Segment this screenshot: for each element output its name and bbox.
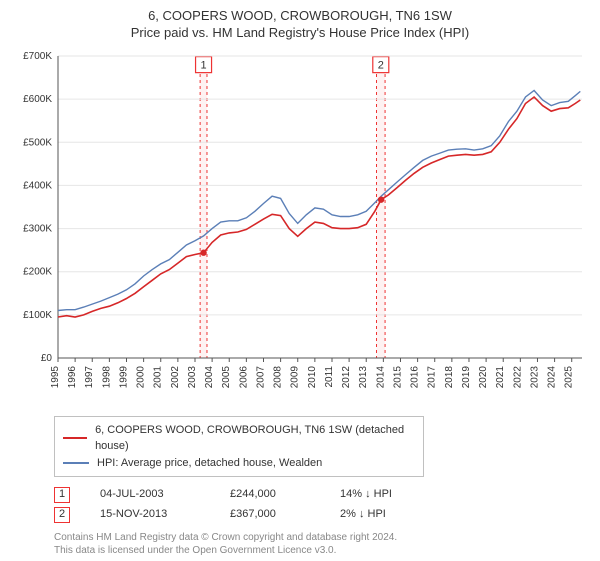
svg-text:£100K: £100K xyxy=(23,310,52,321)
svg-text:2025: 2025 xyxy=(564,365,575,388)
svg-text:1997: 1997 xyxy=(84,365,95,388)
transaction-delta: 2% ↓ HPI xyxy=(340,505,386,525)
title-line1: 6, COOPERS WOOD, CROWBOROUGH, TN6 1SW xyxy=(12,8,588,25)
svg-text:1999: 1999 xyxy=(118,365,129,388)
svg-text:2006: 2006 xyxy=(238,365,249,388)
transaction-row: 2 15-NOV-2013 £367,000 2% ↓ HPI xyxy=(54,505,588,525)
svg-text:1: 1 xyxy=(200,59,206,71)
svg-text:2024: 2024 xyxy=(547,365,558,388)
svg-text:2019: 2019 xyxy=(461,365,472,388)
attribution-line1: Contains HM Land Registry data © Crown c… xyxy=(54,531,588,544)
svg-text:2011: 2011 xyxy=(324,365,335,387)
svg-text:2007: 2007 xyxy=(255,365,266,388)
transaction-price: £244,000 xyxy=(230,485,310,505)
svg-text:2005: 2005 xyxy=(221,365,232,388)
legend-label: HPI: Average price, detached house, Weal… xyxy=(97,455,322,472)
chart-title: 6, COOPERS WOOD, CROWBOROUGH, TN6 1SW Pr… xyxy=(12,8,588,42)
legend-label: 6, COOPERS WOOD, CROWBOROUGH, TN6 1SW (d… xyxy=(95,422,415,455)
svg-text:1996: 1996 xyxy=(67,365,78,388)
transaction-marker: 1 xyxy=(54,487,70,503)
legend: 6, COOPERS WOOD, CROWBOROUGH, TN6 1SW (d… xyxy=(54,416,424,478)
svg-text:2023: 2023 xyxy=(529,365,540,388)
svg-text:2008: 2008 xyxy=(273,365,284,388)
svg-text:£700K: £700K xyxy=(23,51,52,62)
svg-text:£600K: £600K xyxy=(23,94,52,105)
svg-text:£200K: £200K xyxy=(23,266,52,277)
svg-text:2000: 2000 xyxy=(136,365,147,388)
svg-text:2013: 2013 xyxy=(358,365,369,388)
svg-text:£300K: £300K xyxy=(23,223,52,234)
transaction-table: 1 04-JUL-2003 £244,000 14% ↓ HPI 2 15-NOV-201… xyxy=(54,485,588,525)
svg-text:£0: £0 xyxy=(41,353,53,364)
transaction-row: 1 04-JUL-2003 £244,000 14% ↓ HPI xyxy=(54,485,588,505)
legend-item: 6, COOPERS WOOD, CROWBOROUGH, TN6 1SW (d… xyxy=(63,422,415,455)
legend-item: HPI: Average price, detached house, Weal… xyxy=(63,455,415,472)
svg-text:2022: 2022 xyxy=(512,365,523,388)
svg-text:2015: 2015 xyxy=(392,365,403,388)
transaction-marker: 2 xyxy=(54,507,70,523)
svg-text:1998: 1998 xyxy=(101,365,112,388)
title-line2: Price paid vs. HM Land Registry's House … xyxy=(12,25,588,42)
transaction-date: 04-JUL-2003 xyxy=(100,485,200,505)
svg-text:2002: 2002 xyxy=(170,365,181,388)
svg-text:2017: 2017 xyxy=(427,365,438,388)
svg-text:2010: 2010 xyxy=(307,365,318,388)
svg-text:2012: 2012 xyxy=(341,365,352,388)
svg-text:2018: 2018 xyxy=(444,365,455,388)
svg-text:2016: 2016 xyxy=(410,365,421,388)
svg-text:2014: 2014 xyxy=(375,365,386,388)
svg-text:£400K: £400K xyxy=(23,180,52,191)
legend-swatch xyxy=(63,462,89,464)
svg-text:2: 2 xyxy=(378,59,384,71)
legend-swatch xyxy=(63,437,87,439)
attribution-line2: This data is licensed under the Open Gov… xyxy=(54,544,588,557)
price-chart: 1 2 £0 £100K £200K £300K £400K £500K £600K £700K 1… xyxy=(12,48,588,408)
transaction-date: 15-NOV-2013 xyxy=(100,505,200,525)
svg-text:2003: 2003 xyxy=(187,365,198,388)
svg-text:2021: 2021 xyxy=(495,365,506,388)
svg-text:2009: 2009 xyxy=(290,365,301,388)
svg-text:2020: 2020 xyxy=(478,365,489,388)
attribution: Contains HM Land Registry data © Crown c… xyxy=(54,531,588,557)
svg-text:1995: 1995 xyxy=(50,365,61,388)
transaction-delta: 14% ↓ HPI xyxy=(340,485,392,505)
svg-text:2004: 2004 xyxy=(204,365,215,388)
svg-text:2001: 2001 xyxy=(153,365,164,388)
transaction-price: £367,000 xyxy=(230,505,310,525)
svg-text:£500K: £500K xyxy=(23,137,52,148)
